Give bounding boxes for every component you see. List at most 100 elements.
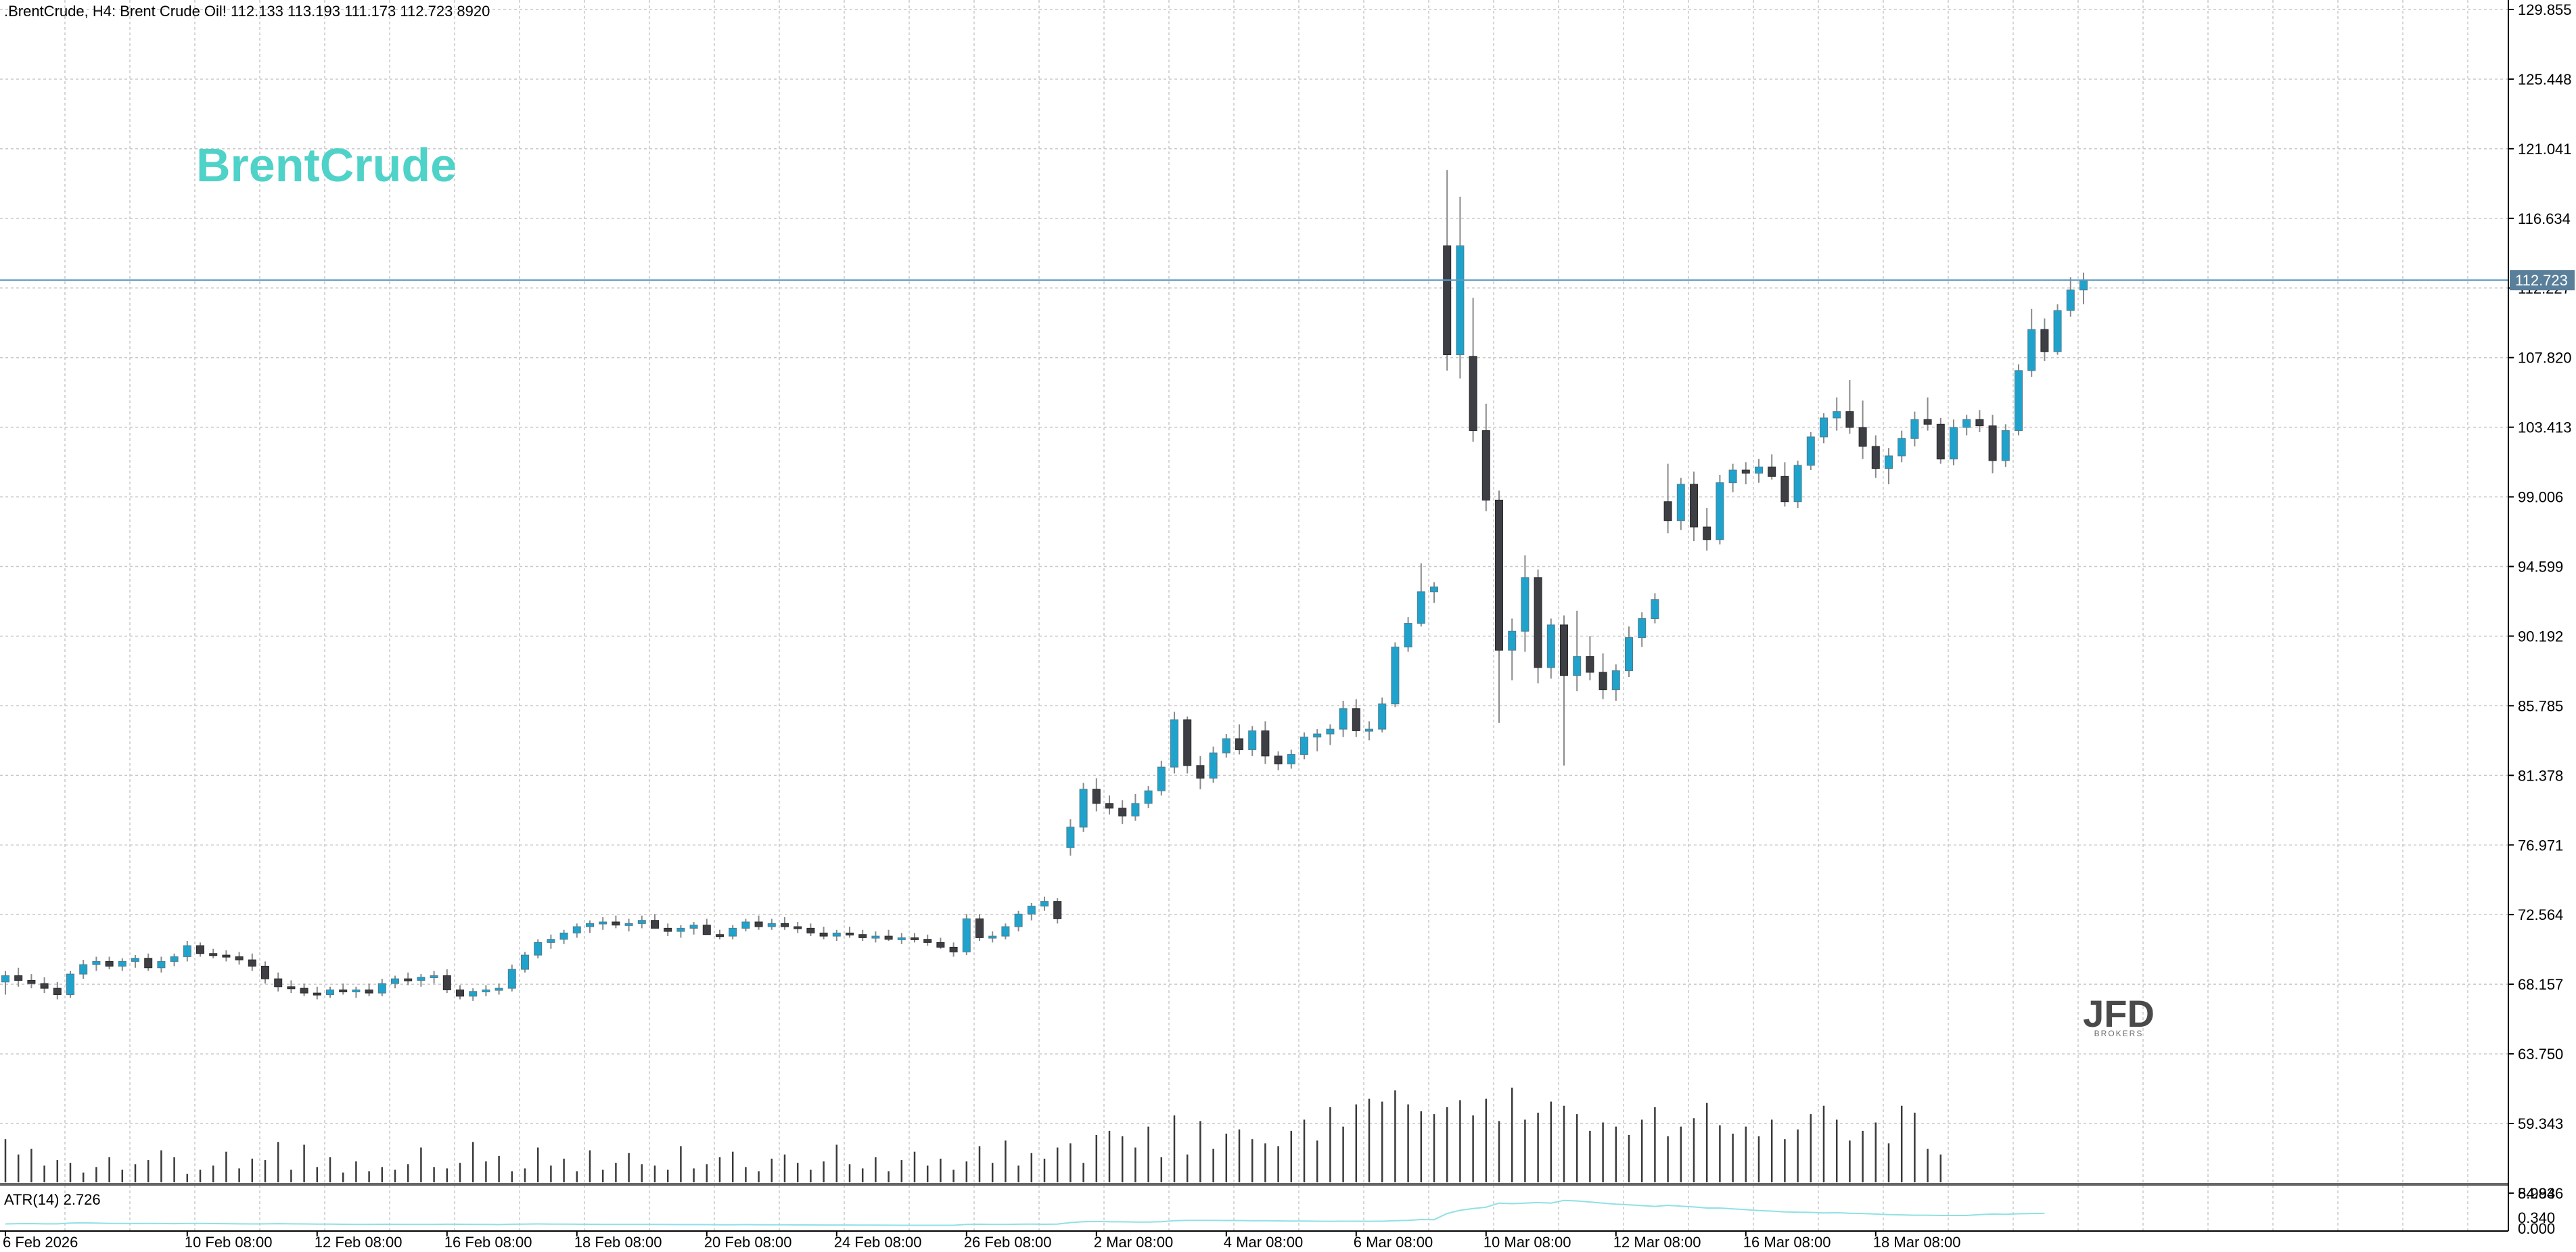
- candle-body: [911, 937, 919, 940]
- candle: [1222, 734, 1230, 758]
- candle-body: [1546, 624, 1555, 668]
- candle: [1625, 626, 1633, 677]
- candle: [794, 922, 802, 933]
- candle: [442, 969, 451, 994]
- candle: [1430, 582, 1438, 603]
- candle-body: [1274, 756, 1283, 764]
- candle-body: [1728, 469, 1737, 484]
- candle: [832, 929, 841, 942]
- candle-body: [1248, 730, 1257, 750]
- atr-axis-label: 0.340: [2518, 1209, 2555, 1226]
- candle-body: [1858, 427, 1867, 447]
- candle-body: [923, 939, 932, 943]
- candle-body: [729, 927, 737, 937]
- candle-body: [261, 965, 269, 979]
- candle: [1209, 746, 1218, 783]
- candle: [936, 937, 945, 949]
- candle-body: [1871, 446, 1880, 469]
- candle: [1118, 800, 1127, 825]
- candle: [1417, 563, 1425, 627]
- candle-body: [1833, 411, 1841, 419]
- candles: [1, 170, 2088, 1001]
- candle-body: [1105, 803, 1113, 809]
- candle: [2015, 364, 2023, 436]
- candle-body: [79, 964, 88, 975]
- candle: [975, 914, 984, 942]
- candle-body: [235, 956, 244, 960]
- candle: [1469, 298, 1477, 442]
- candle-body: [1885, 455, 1893, 469]
- candle-body: [806, 927, 815, 933]
- candle-body: [1910, 419, 1919, 439]
- candle: [1833, 397, 1841, 431]
- candle: [1780, 462, 1789, 507]
- candle: [1196, 756, 1205, 789]
- candle-body: [794, 926, 802, 929]
- candle-body: [248, 959, 256, 967]
- candle: [196, 942, 204, 957]
- candle-body: [1806, 436, 1815, 466]
- candle: [261, 961, 269, 984]
- candle: [1365, 721, 1373, 741]
- candle-body: [131, 958, 139, 962]
- candle: [1858, 400, 1867, 459]
- candle-body: [1988, 425, 1997, 461]
- candle-body: [274, 978, 283, 988]
- candle: [1793, 460, 1802, 509]
- candle: [377, 979, 386, 996]
- candle-body: [40, 983, 49, 989]
- candle-body: [1040, 901, 1049, 907]
- candle-body: [482, 989, 490, 992]
- candle-body: [1586, 656, 1594, 673]
- candle-body: [1651, 599, 1659, 620]
- candle-body: [1573, 656, 1582, 676]
- time-axis-label: 6 Mar 08:00: [1354, 1234, 1433, 1249]
- candle: [1950, 419, 1958, 465]
- candle: [1481, 403, 1490, 511]
- candle-body: [1209, 752, 1218, 779]
- candle-body: [858, 934, 867, 938]
- candle-body: [1481, 430, 1490, 501]
- candle: [1287, 749, 1295, 769]
- price-axis-label: 54.936: [2518, 1185, 2563, 1202]
- candle: [339, 983, 348, 995]
- candle-body: [1793, 465, 1802, 503]
- candle-body: [781, 923, 789, 927]
- candle-body: [949, 946, 958, 952]
- candle-body: [1144, 790, 1153, 804]
- candle-body: [1196, 765, 1205, 779]
- candle: [1092, 778, 1101, 812]
- candle-body: [897, 937, 906, 940]
- candle-body: [1404, 623, 1412, 648]
- candle-body: [2040, 329, 2049, 352]
- candle: [352, 986, 361, 998]
- candle: [1157, 760, 1166, 796]
- candle-body: [2015, 370, 2023, 432]
- candle: [1703, 508, 1711, 551]
- time-axis-label: 2 Mar 08:00: [1094, 1234, 1173, 1249]
- time-axis-label: 18 Mar 08:00: [1873, 1234, 1961, 1249]
- candle: [1586, 636, 1594, 680]
- candle: [131, 955, 139, 968]
- candle-body: [1845, 411, 1854, 428]
- candle: [1014, 910, 1023, 932]
- candle: [430, 971, 438, 984]
- candle: [806, 923, 815, 937]
- candle-body: [507, 969, 516, 989]
- candle-body: [846, 932, 854, 935]
- candle: [586, 920, 594, 933]
- time-axis-label: 16 Mar 08:00: [1743, 1234, 1831, 1249]
- price-axis-label: 116.634: [2518, 210, 2571, 227]
- candle-body: [442, 975, 451, 990]
- candle-body: [1716, 482, 1724, 540]
- candle: [27, 974, 36, 989]
- candle: [612, 915, 620, 929]
- candle: [949, 942, 958, 957]
- candle-body: [1755, 466, 1763, 474]
- candle: [248, 953, 256, 971]
- candle: [1975, 410, 1984, 432]
- candle-body: [547, 939, 555, 943]
- candle: [1598, 653, 1607, 699]
- candle: [14, 967, 23, 987]
- candle: [1313, 729, 1322, 751]
